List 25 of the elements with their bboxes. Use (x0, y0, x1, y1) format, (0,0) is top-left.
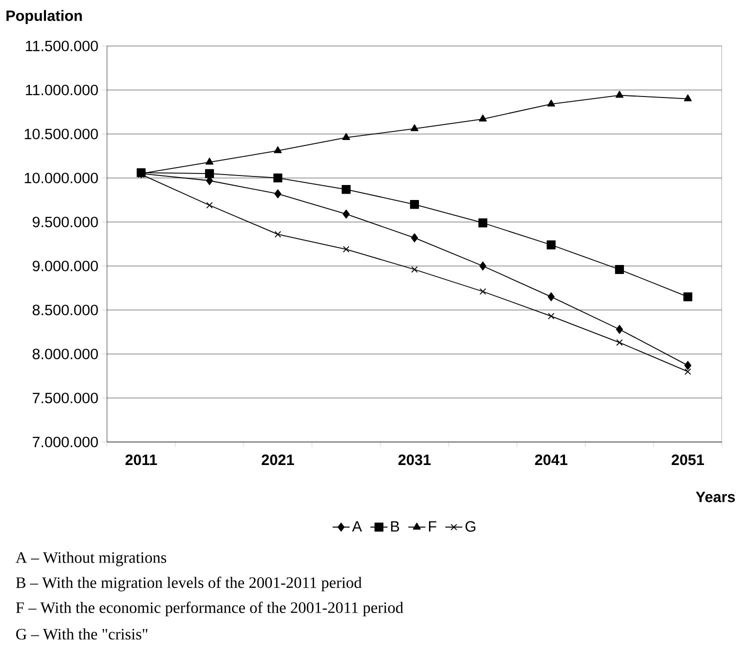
y-tick-label: 11.000.000 (26, 84, 98, 96)
legend-label: F (428, 521, 436, 532)
text: A – Without migrations (16, 552, 166, 566)
y-tick-label: 9.000.000 (32, 260, 98, 272)
x-tick-label: 2011 (125, 454, 157, 466)
text: F – With the economic performance of the 2001-2011 period (16, 602, 404, 616)
y-tick-label: 9.500.000 (32, 216, 98, 228)
y-tick-label: 11.500.000 (26, 40, 98, 52)
legend-label: G (466, 521, 476, 532)
x-axis-title: Years (696, 492, 735, 502)
y-tick-label: 10.500.000 (24, 128, 98, 140)
legend-label: B (391, 521, 400, 532)
x-tick-label: 2041 (535, 454, 568, 466)
x-tick-label: 2021 (262, 454, 294, 466)
y-tick-label: 7.000.000 (32, 436, 98, 448)
text: G – With the "crisis" (16, 628, 148, 640)
legend-label: A (352, 521, 362, 532)
y-tick-label: 10.000.000 (24, 172, 98, 184)
x-tick-label: 2031 (398, 454, 431, 466)
y-tick-label: 7.500.000 (32, 392, 98, 404)
y-tick-label: 8.000.000 (32, 348, 98, 360)
y-tick-label: 8.500.000 (32, 304, 98, 316)
x-tick-label: 2051 (672, 454, 704, 466)
text: B – With the migration levels of the 2001-2011 period (16, 576, 362, 592)
y-axis-title: Population (6, 10, 82, 24)
